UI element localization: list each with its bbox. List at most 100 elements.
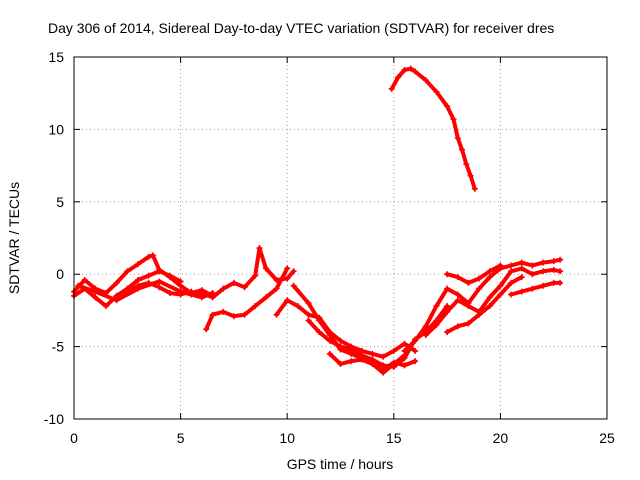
data-point bbox=[557, 268, 564, 275]
data-point bbox=[518, 265, 525, 272]
data-point bbox=[209, 311, 216, 318]
data-point bbox=[476, 275, 483, 282]
data-point bbox=[145, 272, 152, 279]
data-point bbox=[124, 268, 131, 275]
data-point bbox=[395, 74, 402, 81]
data-point bbox=[348, 358, 355, 365]
data-point bbox=[433, 303, 440, 310]
data-point bbox=[326, 350, 333, 357]
data-point bbox=[262, 265, 269, 272]
data-point bbox=[550, 266, 557, 273]
series-line bbox=[389, 66, 477, 191]
data-point bbox=[486, 303, 493, 310]
data-point bbox=[380, 369, 387, 376]
data-point bbox=[444, 329, 451, 336]
data-point bbox=[497, 291, 504, 298]
data-point bbox=[422, 332, 429, 339]
data-point bbox=[465, 320, 472, 327]
data-point bbox=[145, 253, 152, 260]
data-point bbox=[450, 116, 457, 123]
x-tick-label: 20 bbox=[493, 430, 509, 446]
data-point bbox=[124, 288, 131, 295]
data-point bbox=[401, 347, 408, 354]
series-sat-n bbox=[444, 262, 504, 286]
y-axis-label: SDTVAR / TECUs bbox=[6, 182, 22, 294]
data-point bbox=[459, 146, 466, 153]
series-sat-i bbox=[305, 303, 451, 370]
data-point bbox=[444, 303, 451, 310]
data-point bbox=[497, 262, 504, 269]
data-point bbox=[486, 294, 493, 301]
data-point bbox=[540, 268, 547, 275]
ticks: 0 5 10 15 20 25 -10 -5 0 5 10 15 bbox=[44, 49, 615, 446]
data-point bbox=[390, 347, 397, 354]
data-point bbox=[497, 282, 504, 289]
series-line bbox=[402, 257, 563, 353]
data-point bbox=[290, 282, 297, 289]
grid bbox=[74, 57, 607, 419]
data-point bbox=[550, 279, 557, 286]
data-point bbox=[388, 85, 395, 92]
data-point bbox=[256, 245, 263, 252]
data-point bbox=[412, 358, 419, 365]
data-point bbox=[508, 279, 515, 286]
data-point bbox=[177, 288, 184, 295]
data-point bbox=[290, 268, 297, 275]
data-point bbox=[262, 294, 269, 301]
data-point bbox=[348, 346, 355, 353]
data-point bbox=[241, 284, 248, 291]
data-point bbox=[454, 274, 461, 281]
data-point bbox=[518, 274, 525, 281]
data-point bbox=[518, 259, 525, 266]
data-point bbox=[471, 185, 478, 192]
data-point bbox=[273, 311, 280, 318]
data-point bbox=[113, 279, 120, 286]
data-point bbox=[326, 337, 333, 344]
data-point bbox=[454, 297, 461, 304]
data-point bbox=[203, 326, 210, 333]
data-point bbox=[81, 276, 88, 283]
data-point bbox=[467, 172, 474, 179]
data-point bbox=[156, 284, 163, 291]
data-point bbox=[337, 337, 344, 344]
data-point bbox=[198, 290, 205, 297]
data-point bbox=[412, 337, 419, 344]
series-line bbox=[306, 304, 450, 369]
data-point bbox=[401, 340, 408, 347]
series-sat-j bbox=[326, 350, 408, 376]
data-point bbox=[220, 285, 227, 292]
data-point bbox=[92, 288, 99, 295]
plot-frame bbox=[73, 56, 608, 420]
series-sat-m bbox=[444, 274, 525, 336]
data-point bbox=[454, 135, 461, 142]
data-point bbox=[444, 103, 451, 110]
series-line bbox=[274, 298, 418, 359]
y-tick-label: 5 bbox=[56, 194, 64, 210]
data-point bbox=[326, 332, 333, 339]
data-point bbox=[273, 276, 280, 283]
data-point bbox=[156, 268, 163, 275]
data-point bbox=[113, 292, 120, 299]
series-sat-e bbox=[177, 245, 297, 301]
data-point bbox=[92, 294, 99, 301]
data-point bbox=[241, 311, 248, 318]
data-point bbox=[476, 311, 483, 318]
x-tick-label: 25 bbox=[599, 430, 615, 446]
data-point bbox=[134, 276, 141, 283]
data-point bbox=[433, 88, 440, 95]
data-point bbox=[316, 317, 323, 324]
data-point bbox=[444, 271, 451, 278]
series-line bbox=[509, 280, 563, 297]
series-layer bbox=[71, 65, 564, 376]
data-point bbox=[422, 77, 429, 84]
data-point bbox=[337, 343, 344, 350]
data-point bbox=[380, 362, 387, 369]
data-point bbox=[540, 259, 547, 266]
data-point bbox=[476, 285, 483, 292]
data-point bbox=[433, 321, 440, 328]
data-point bbox=[540, 282, 547, 289]
y-tick-label: -5 bbox=[52, 339, 65, 355]
data-point bbox=[316, 329, 323, 336]
data-point bbox=[454, 323, 461, 330]
